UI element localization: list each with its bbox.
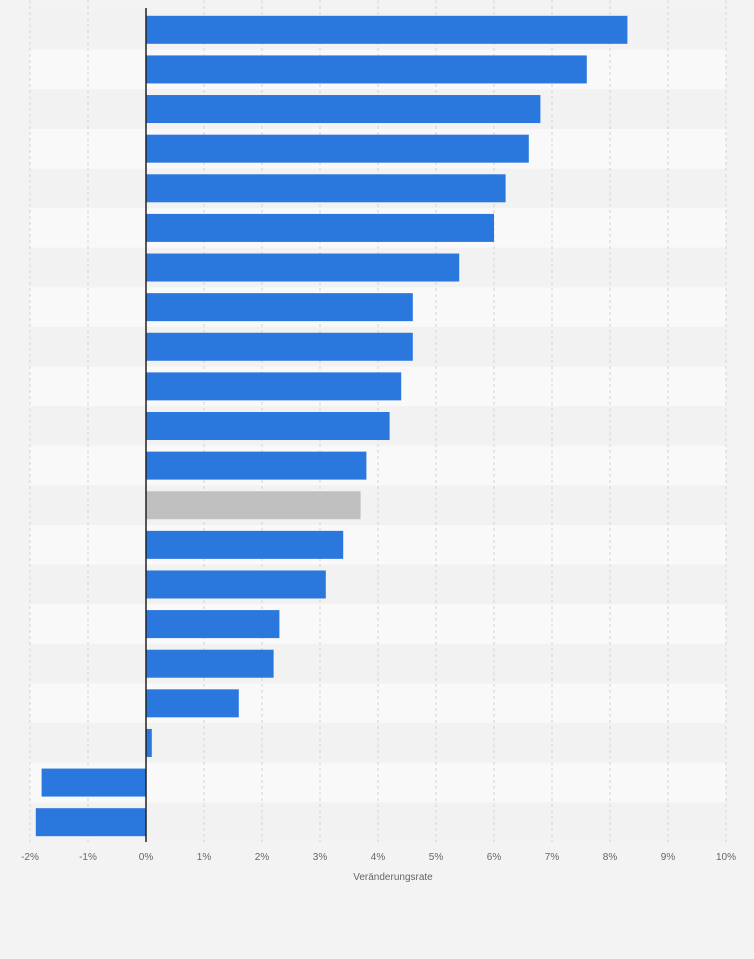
bar <box>146 332 413 361</box>
x-tick-label: 10% <box>716 852 736 863</box>
x-tick-label: -2% <box>21 852 39 863</box>
x-tick-labels: -2% -1% 0% 1% 2% 3% 4% 5% 6% 7% 8% 9% 10% <box>21 852 736 863</box>
bar <box>146 451 367 480</box>
x-tick-label: 6% <box>487 852 502 863</box>
bar <box>146 95 541 124</box>
bar <box>146 491 361 520</box>
x-tick-label: 0% <box>139 852 154 863</box>
x-tick-label: 7% <box>545 852 560 863</box>
x-tick-label: 5% <box>429 852 444 863</box>
x-tick-label: 9% <box>661 852 676 863</box>
x-tick-label: 8% <box>603 852 618 863</box>
bar <box>146 174 506 203</box>
bar <box>146 530 344 559</box>
bar <box>146 570 326 599</box>
bar <box>146 15 628 44</box>
x-tick-label: 4% <box>371 852 386 863</box>
bar <box>146 412 390 440</box>
x-tick-label: 1% <box>197 852 212 863</box>
bar <box>146 728 152 757</box>
x-tick-label: 3% <box>313 852 328 863</box>
bar <box>146 372 402 401</box>
bar <box>41 768 146 797</box>
x-axis-title: Veränderungsrate <box>353 872 433 883</box>
bar <box>146 689 239 718</box>
bar <box>146 610 280 639</box>
x-tick-label: 2% <box>255 852 270 863</box>
bar <box>146 253 460 282</box>
bar <box>146 134 529 163</box>
bar <box>146 293 413 322</box>
bar <box>35 808 146 837</box>
x-tick-label: -1% <box>79 852 97 863</box>
bar <box>146 55 587 84</box>
bars <box>35 15 628 837</box>
bar <box>146 649 274 678</box>
bar <box>146 213 494 242</box>
